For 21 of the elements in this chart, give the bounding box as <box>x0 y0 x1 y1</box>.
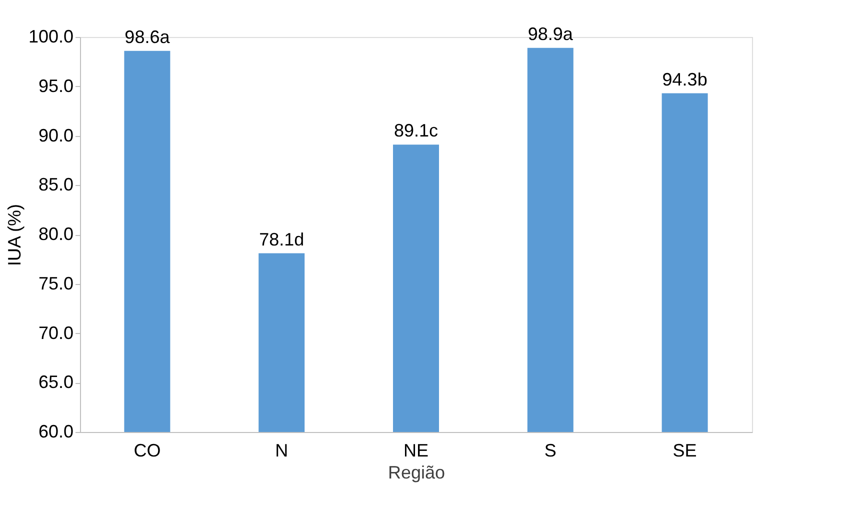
x-tick-label: S <box>544 440 556 460</box>
y-tick-label: 70.0 <box>38 322 74 343</box>
x-tick-label: NE <box>403 440 429 460</box>
data-label: 78.1d <box>259 229 304 250</box>
y-tick-label: 65.0 <box>38 372 74 392</box>
y-tick-label: 100.0 <box>28 26 74 46</box>
data-label: 98.9a <box>528 24 574 44</box>
data-label: 94.3b <box>662 69 708 90</box>
y-tick-label: 60.0 <box>38 422 74 442</box>
data-label: 98.6a <box>124 26 171 47</box>
data-label: 89.1c <box>394 120 438 141</box>
y-tick-label: 75.0 <box>38 273 74 294</box>
x-tick-label: CO <box>134 440 161 460</box>
x-axis-title: Região <box>388 462 446 482</box>
y-tick-label: 85.0 <box>38 174 74 195</box>
y-tick-label: 95.0 <box>38 76 74 96</box>
x-tick-label: N <box>275 440 288 460</box>
y-tick-label: 80.0 <box>38 224 74 244</box>
y-tick-label: 90.0 <box>38 125 74 146</box>
y-axis-title: IUA (%) <box>4 204 24 266</box>
x-tick-label: SE <box>672 440 697 460</box>
